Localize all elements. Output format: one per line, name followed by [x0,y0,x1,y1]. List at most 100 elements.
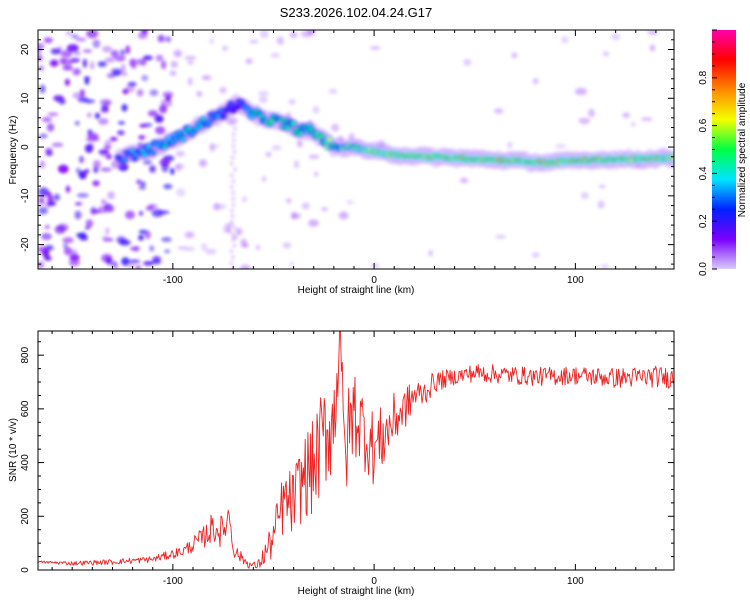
spectrogram-cell [84,226,90,230]
x-tick-label: -100 [163,576,183,587]
spectrogram-cell [44,256,52,261]
y-tick-label: 600 [20,400,31,417]
colorbar-tick-label: 0.2 [698,214,709,228]
spectrogram-cell [68,259,80,267]
colorbar-ticks: 0.0 0.2 0.4 0.6 0.8 [698,29,717,276]
spectrogram-cell [98,149,110,155]
spectrogram-cell [75,37,87,42]
spectrogram-cell [137,31,148,40]
spectrogram-cell [308,154,320,160]
spectrogram-cell [158,140,164,145]
spectrogram-cell [128,259,141,263]
spectrogram-cell [602,51,610,57]
spectrogram-cell [82,49,92,53]
spectrogram-cell [92,160,101,169]
spectrogram-cell [229,173,234,178]
x-tick-label: 100 [567,576,584,587]
spectrogram-cell [230,214,235,219]
spectrogram-cell [78,155,85,164]
x-tick-label: -100 [163,275,183,286]
snr-panel: -100 0 100 0 200 400 600 800 Height of straight… [8,330,675,597]
spectrogram-cell [53,193,60,201]
spectrogram-cell [101,104,109,112]
spectrogram-cell [671,156,674,161]
spectrogram-cell [270,52,281,58]
spectrogram-cell [38,42,45,50]
spectrogram-cell [231,144,236,149]
spectrogram-cell [84,169,90,174]
spectrogram-cell [230,231,235,236]
spectrogram-cell [231,190,236,195]
spectrogram-cell [241,196,248,203]
spectrogram-cell [261,175,267,183]
spectrogram-cell [84,144,94,153]
spectrogram-cell [597,200,605,209]
spectrogram-cell [46,123,55,132]
spectrogram-cell [231,202,236,207]
colorbar-gradient [712,30,736,269]
spectrogram-cell [232,226,237,230]
colorbar-tick-label: 0.8 [698,70,709,84]
spectrogram-cell [173,49,183,58]
spectrogram-cell [205,248,217,255]
spectrogram-cell [65,31,73,36]
spectrogram-cell [54,225,66,234]
spectrogram-cell [147,204,158,208]
spectrogram-cell [200,117,206,121]
spectrogram-cell [313,171,319,177]
spectrogram-cell [84,79,90,85]
spectrogram-cell [201,75,212,81]
spectrogram-cell [149,165,156,173]
spectrogram-cell [62,65,74,71]
spectrogram-cell [164,249,170,254]
spectrogram-cell [89,61,95,70]
spectrogram-cell [121,103,128,112]
spectrogram-cell [186,127,192,131]
spectrogram-cell [228,101,234,106]
spectrogram-cell [84,99,95,104]
spectrogram-cell [231,237,235,242]
spectrogram-cell [289,32,298,38]
spectrogram-cell [151,258,162,265]
spectrogram-cell [78,170,87,180]
spectrogram-cell [531,251,540,259]
spectrogram-cell [122,71,128,76]
spectrogram-cell [187,60,194,65]
spectrogram-cell [229,120,234,125]
spectrogram-cell [209,37,215,45]
spectrogram-cell [76,167,81,174]
spectrogram-cell [97,61,107,67]
spectrogram-cell [175,150,185,157]
spectrogram-cell [139,124,147,128]
spectrogram-cell [121,157,128,162]
spectrogram-cell [143,261,154,266]
spectrogram-cell [235,228,243,236]
spectrogram-cell [276,36,284,45]
spectrogram-cell [177,246,188,250]
spectrogram-cell [74,202,83,206]
spectrogram-cell [159,158,170,167]
spectrogram-cell [232,243,237,248]
spectrogram-cell [138,135,146,140]
spectrogram-cell [102,45,113,53]
spectrogram-cell [109,136,118,142]
spectrogram-cell [117,130,125,136]
spectrogram-cell [580,192,590,200]
spectrogram-cell [327,137,333,142]
spectrogram-cell [428,249,433,257]
spectrogram-cell [282,242,292,249]
spectrogram-cell [140,181,146,186]
spectrogram-cell [92,39,101,49]
x-tick-label: 100 [567,275,584,286]
spectrogram-cell [124,210,136,220]
spectrogram-cell [38,246,50,253]
spectrogram-cell [165,36,172,43]
spectrogram-cell [460,177,468,183]
spectrogram-cell [86,112,92,118]
spectrogram-cell [240,238,247,248]
spectrogram-cell [138,184,146,190]
spectrogram-cell [225,223,235,227]
spectrogram-cell [220,114,226,119]
spectrogram-cell [231,179,236,184]
spectrogram-cell [196,90,203,98]
